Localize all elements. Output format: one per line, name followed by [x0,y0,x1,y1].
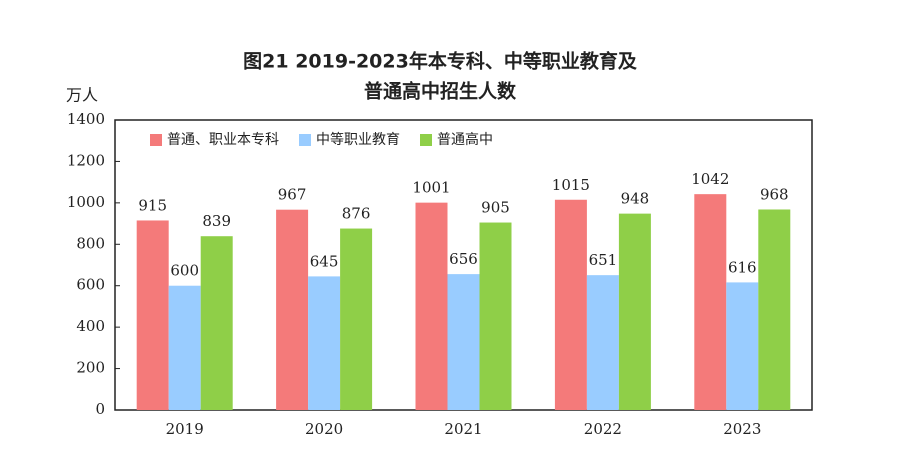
bar [136,220,169,410]
y-tick-label: 800 [76,234,105,252]
data-label: 839 [202,212,231,230]
bar [276,209,309,410]
bar [415,202,448,410]
y-tick-label: 200 [76,359,105,377]
y-tick-label: 600 [76,276,105,294]
bar [168,285,201,410]
bar [340,228,373,410]
y-tick-label: 1400 [67,110,105,128]
data-label: 645 [310,252,339,270]
bar [758,209,791,410]
data-label: 915 [138,196,167,214]
legend-swatch [420,134,432,146]
data-label: 1015 [552,176,590,194]
y-axis-label: 万人 [66,86,98,105]
x-tick-label: 2019 [166,420,204,438]
data-label: 1042 [691,170,729,188]
legend-label: 中等职业教育 [316,131,400,148]
legend-swatch [150,134,162,146]
bar [694,194,727,410]
legend-label: 普通高中 [437,131,493,148]
legend-label: 普通、职业本专科 [167,132,279,148]
data-label: 968 [760,185,789,203]
chart-title: 图21 2019-2023年本专科、中等职业教育及 [243,50,638,73]
bar [726,282,759,410]
data-label: 651 [589,251,618,269]
data-label: 876 [342,205,371,223]
chart-title: 普通高中招生人数 [364,80,517,103]
data-label: 948 [621,190,650,208]
data-label: 967 [278,186,307,204]
x-tick-label: 2021 [444,420,482,438]
bar [618,213,651,410]
bar [200,236,233,410]
y-tick-label: 0 [95,400,105,418]
bar [447,274,480,410]
bar [554,199,587,410]
data-label: 1001 [412,179,450,197]
y-tick-label: 1200 [67,151,105,169]
bar [479,222,512,410]
x-tick-label: 2020 [305,420,343,438]
data-label: 616 [728,258,757,276]
data-label: 600 [170,262,199,280]
y-tick-label: 1000 [67,193,105,211]
bar [586,275,619,410]
legend-swatch [299,134,311,146]
x-tick-label: 2023 [723,420,761,438]
x-tick-label: 2022 [584,420,622,438]
bar [308,276,341,410]
data-label: 905 [481,199,510,217]
y-tick-label: 400 [76,317,105,335]
data-label: 656 [449,250,478,268]
